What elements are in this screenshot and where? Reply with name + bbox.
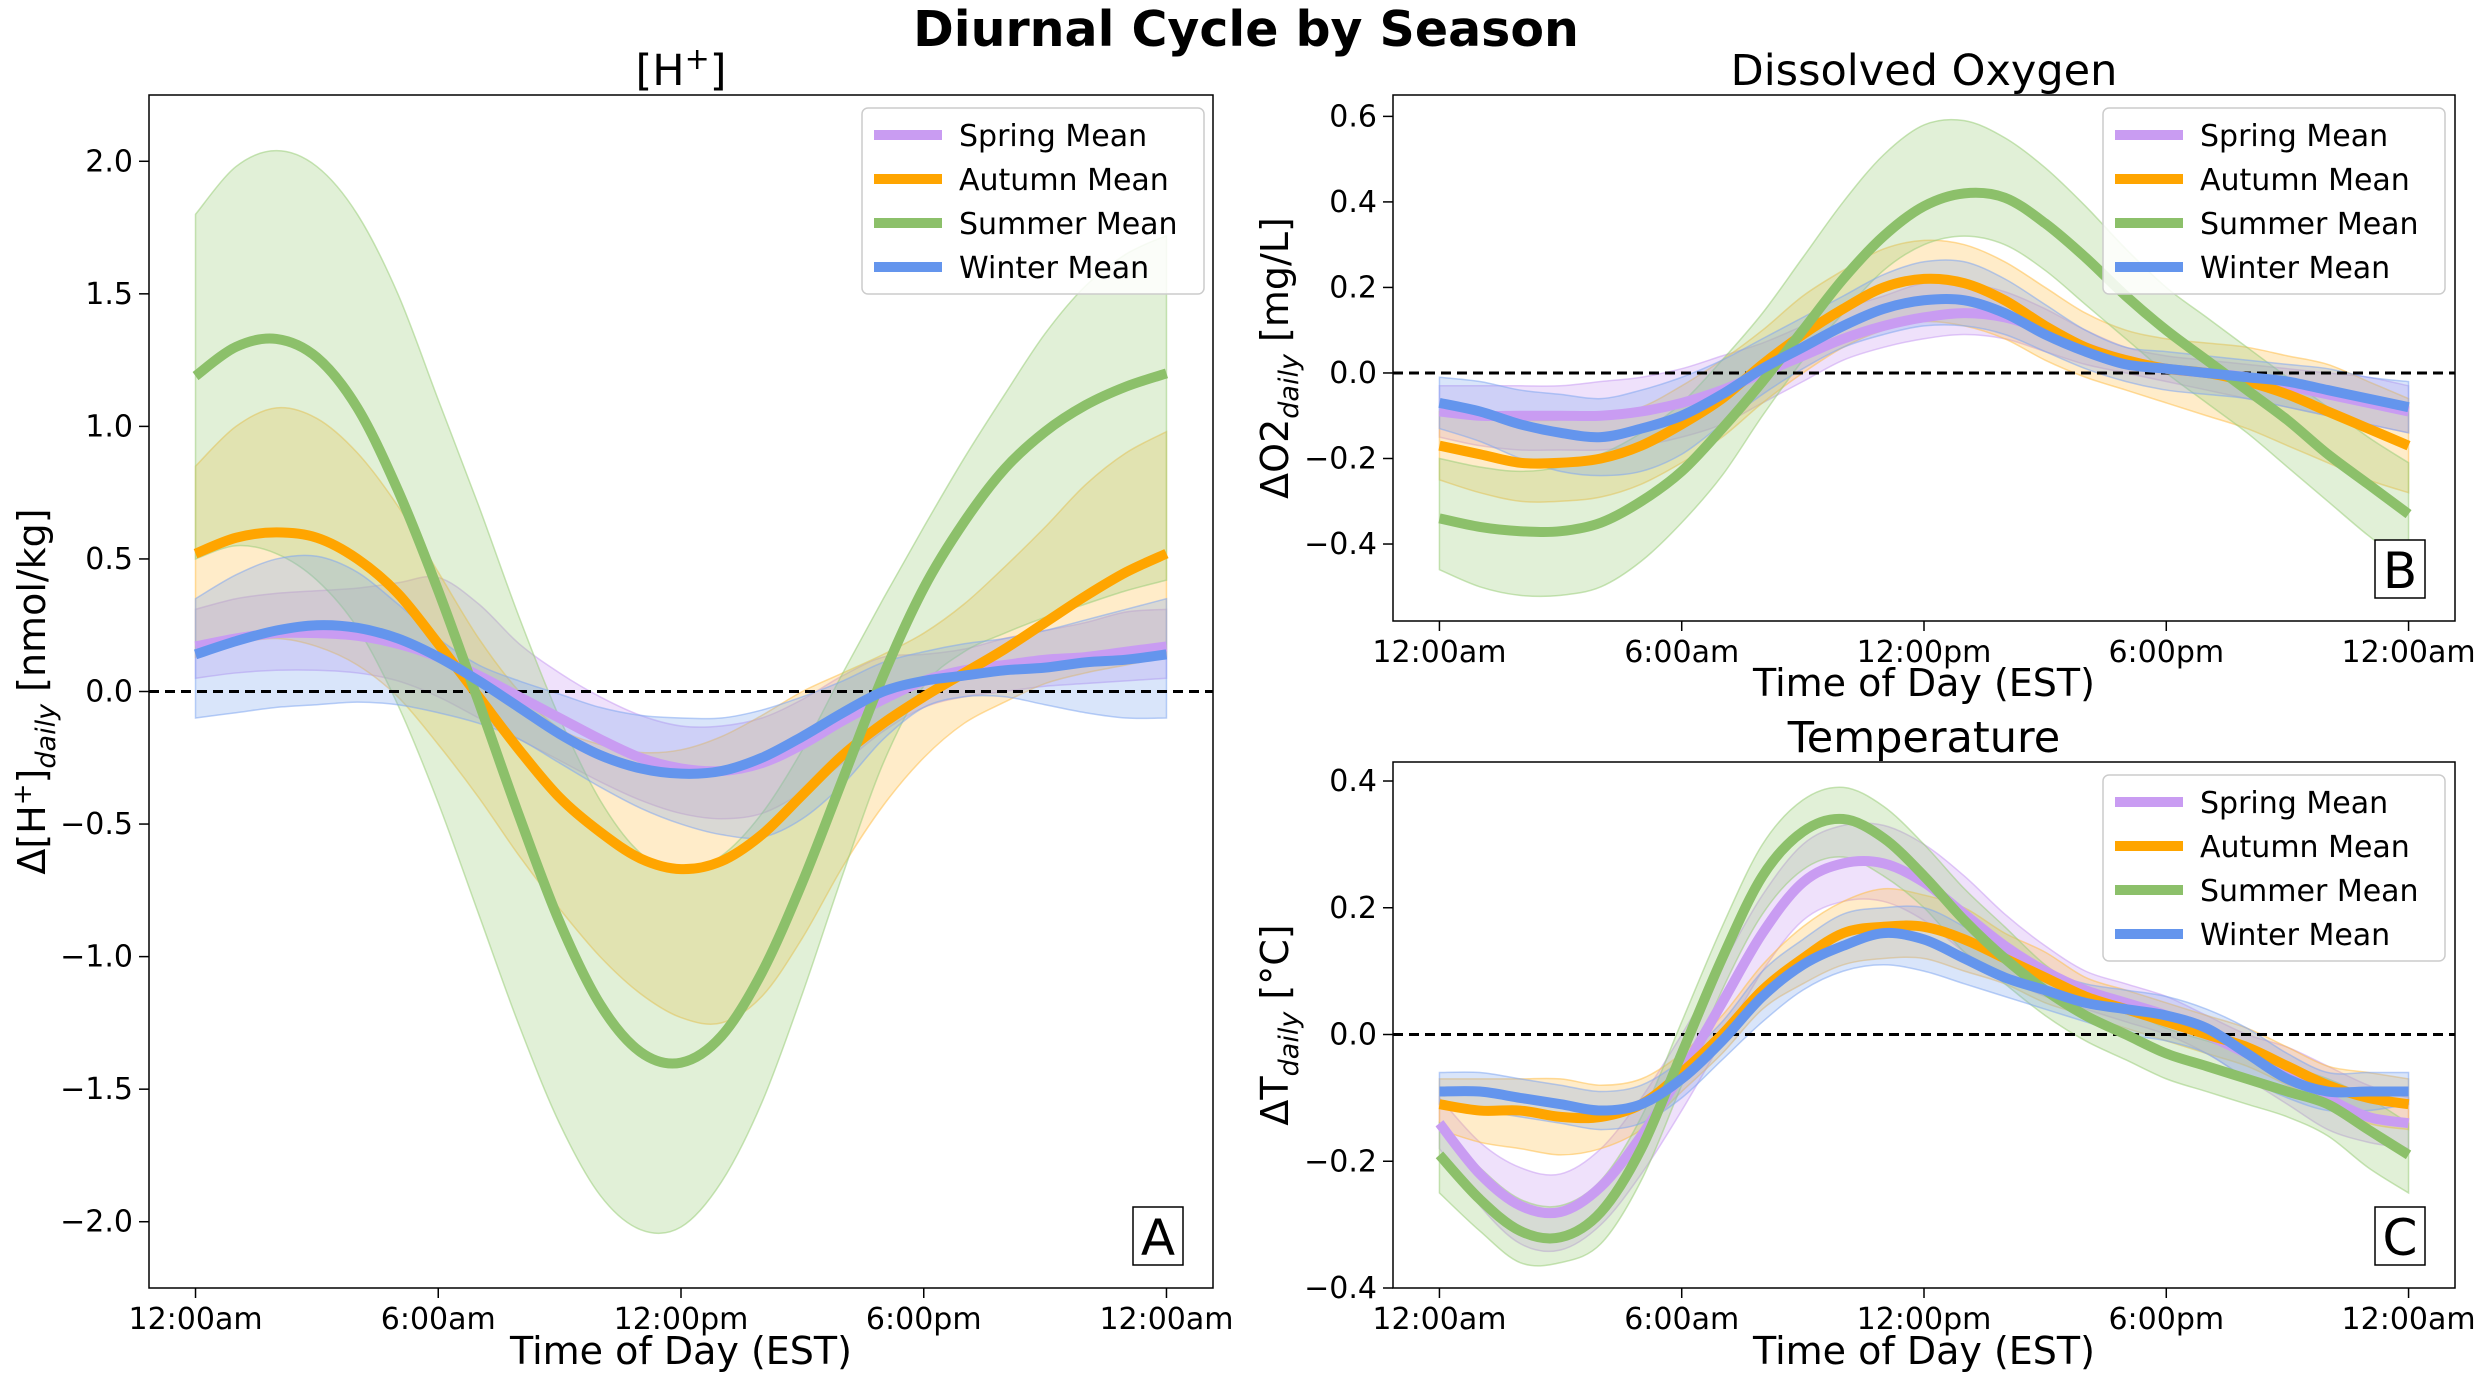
- x-axis-label: Time of Day (EST): [509, 1329, 852, 1373]
- figure-suptitle: Diurnal Cycle by Season: [913, 1, 1579, 58]
- panel-title: [H+]: [635, 42, 726, 96]
- panel-letter: C: [2383, 1209, 2418, 1267]
- legend-label: Summer Mean: [2200, 207, 2419, 242]
- line-winter-mean: [1439, 927, 2409, 1116]
- line-summer-mean: [192, 333, 1169, 1069]
- legend-label: Autumn Mean: [2200, 163, 2410, 198]
- x-axis-label: Time of Day (EST): [1752, 1329, 2095, 1373]
- y-axis-label: ΔO2daily [mg/L]: [1253, 217, 1305, 499]
- y-tick-label: −0.2: [1304, 1144, 1377, 1179]
- y-tick-label: −0.2: [1304, 441, 1377, 476]
- x-tick-label: 12:00am: [2342, 635, 2476, 670]
- band-summer-mean: [194, 149, 1168, 1235]
- x-tick-label: 12:00pm: [614, 1302, 749, 1337]
- y-tick-label: −1.0: [60, 940, 133, 975]
- plot-area: [149, 149, 1213, 1235]
- panel-letter: B: [2383, 542, 2417, 600]
- legend: Spring Mean Autumn Mean Summer Mean Winter …: [861, 107, 1205, 295]
- panel-title: Dissolved Oxygen: [1731, 46, 2118, 96]
- y-tick-label: 1.0: [85, 409, 133, 444]
- x-tick-label: 6:00pm: [866, 1302, 982, 1337]
- y-tick-label: 2.0: [85, 144, 133, 179]
- y-tick-label: 0.2: [1329, 891, 1377, 926]
- x-tick-label: 6:00am: [1624, 1302, 1739, 1337]
- x-tick-label: 12:00pm: [1857, 635, 1992, 670]
- legend-label: Spring Mean: [2200, 119, 2388, 154]
- y-tick-label: 0.4: [1329, 764, 1377, 799]
- y-tick-label: 0.2: [1329, 270, 1377, 305]
- y-axis-label: ΔTdaily [°C]: [1253, 924, 1305, 1125]
- line-winter-mean: [193, 620, 1168, 779]
- x-tick-label: 6:00am: [381, 1302, 496, 1337]
- line-summer-mean: [1438, 187, 2412, 538]
- legend-label: Winter Mean: [2200, 918, 2390, 953]
- y-tick-label: 0.5: [85, 542, 133, 577]
- x-tick-label: 12:00am: [1372, 1302, 1506, 1337]
- y-tick-label: −0.4: [1304, 527, 1377, 562]
- legend-label: Winter Mean: [959, 251, 1149, 286]
- panel-dissolved-oxygen: −0.4 −0.2 0.0 0.2 0.4 0.6 12:00am 6:00am 12:00pm…: [1253, 46, 2476, 705]
- x-tick-label: 12:00am: [2342, 1302, 2476, 1337]
- x-tick-label: 12:00am: [1099, 1302, 1233, 1337]
- line-autumn-mean: [193, 527, 1169, 875]
- legend-label: Summer Mean: [2200, 874, 2419, 909]
- panel-letter-box: B: [2374, 539, 2426, 600]
- x-tick-label: 6:00am: [1624, 635, 1739, 670]
- legend-label: Autumn Mean: [959, 163, 1169, 198]
- x-axis-label: Time of Day (EST): [1752, 661, 2095, 705]
- line-summer-mean: [1435, 813, 2412, 1244]
- x-tick-label: 6:00pm: [2108, 1302, 2224, 1337]
- line-autumn-mean: [1438, 920, 2410, 1124]
- panel-temperature: −0.4 −0.2 0.0 0.2 0.4 12:00am 6:00am 12:00pm 6:0…: [1253, 713, 2476, 1373]
- line-winter-mean: [1438, 293, 2410, 443]
- line-spring-mean: [194, 627, 1168, 777]
- x-tick-label: 6:00pm: [2108, 635, 2224, 670]
- y-tick-label: 1.5: [85, 277, 133, 312]
- x-tick-label: 12:00pm: [1857, 1302, 1992, 1337]
- y-tick-label: 0.0: [1329, 1018, 1377, 1053]
- panel-letter-box: C: [2374, 1206, 2426, 1267]
- y-tick-label: −1.5: [60, 1072, 133, 1107]
- legend-label: Autumn Mean: [2200, 830, 2410, 865]
- y-tick-label: 0.0: [1329, 356, 1377, 391]
- y-tick-label: −0.5: [60, 807, 133, 842]
- y-tick-label: 0.6: [1329, 99, 1377, 134]
- plot-area: [1393, 786, 2455, 1267]
- panel-title: Temperature: [1787, 713, 2060, 763]
- y-tick-label: 0.4: [1329, 185, 1377, 220]
- band-winter-mean: [194, 554, 1168, 840]
- legend-label: Winter Mean: [2200, 251, 2390, 286]
- y-tick-label: 0.0: [85, 675, 133, 710]
- x-tick-label: 12:00am: [128, 1302, 262, 1337]
- y-axis-label: Δ[H+]daily [nmol/kg]: [8, 508, 62, 874]
- legend-label: Spring Mean: [2200, 786, 2388, 821]
- y-tick-label: −2.0: [60, 1205, 133, 1240]
- legend: Spring Mean Autumn Mean Summer Mean Winter …: [2102, 774, 2446, 962]
- legend: Spring Mean Autumn Mean Summer Mean Winter …: [2102, 107, 2446, 295]
- legend-label: Summer Mean: [959, 207, 1178, 242]
- x-tick-label: 12:00am: [1372, 635, 1506, 670]
- legend-label: Spring Mean: [959, 119, 1147, 154]
- panel-letter-box: A: [1132, 1206, 1184, 1267]
- panel-h-ion: −2.0 −1.5 −1.0 −0.5 0.0 0.5 1.0 1.5 2.0 12:00am 6:…: [8, 42, 1234, 1373]
- panel-letter: A: [1141, 1209, 1175, 1267]
- y-tick-label: −0.4: [1304, 1271, 1377, 1306]
